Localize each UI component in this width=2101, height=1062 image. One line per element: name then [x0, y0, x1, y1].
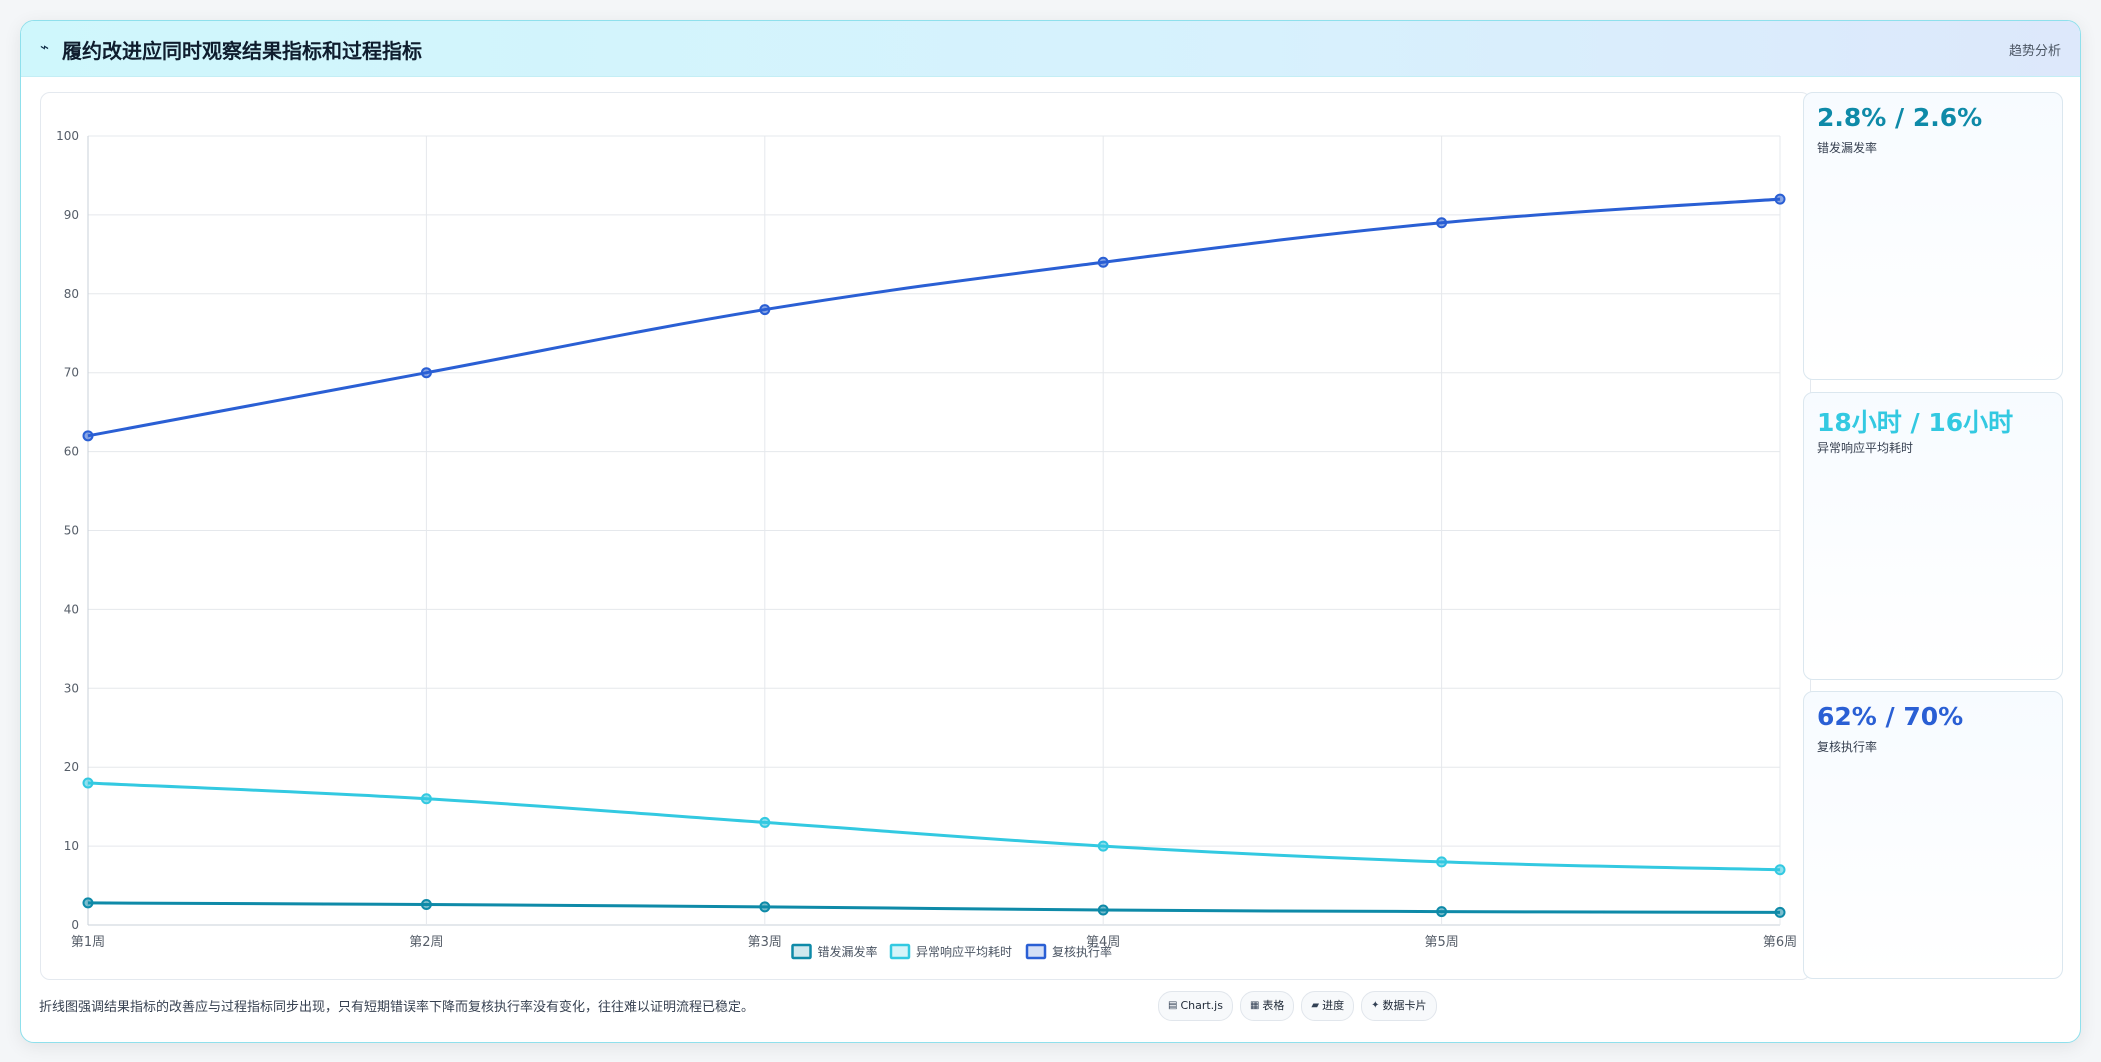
y-tick-label: 50	[64, 524, 79, 538]
data-point	[1774, 906, 1786, 918]
data-point	[420, 367, 432, 379]
progress-icon: ▰	[1311, 1000, 1320, 1011]
chip-label: Chart.js	[1180, 999, 1223, 1012]
kpi-card-response-time: 18小时 / 16小时 异常响应平均耗时	[1803, 392, 2063, 680]
chart-note: 折线图强调结果指标的改善应与过程指标同步出现，只有短期错误率下降而复核执行率没有…	[39, 1000, 755, 1015]
y-tick-label: 90	[64, 208, 79, 222]
data-point	[82, 430, 94, 442]
y-tick-label: 0	[71, 918, 79, 932]
series-line-3	[87, 197, 1781, 438]
kpi-card-error-rate: 2.8% / 2.6% 错发漏发率	[1803, 92, 2063, 380]
data-point	[1097, 904, 1109, 916]
data-point	[759, 304, 771, 316]
data-point	[82, 897, 94, 909]
chip-data-card[interactable]: ✦ 数据卡片	[1361, 991, 1437, 1021]
data-point	[1774, 193, 1786, 205]
data-point	[82, 777, 94, 789]
table-icon: ▦	[1249, 1000, 1260, 1011]
kpi-value: 18小时 / 16小时	[1817, 408, 2014, 437]
chip-label: 数据卡片	[1382, 999, 1427, 1012]
chart-icon: ▤	[1168, 1000, 1178, 1011]
data-point	[1774, 864, 1786, 876]
y-tick-label: 40	[64, 602, 79, 616]
trend-icon: ⌁	[40, 38, 50, 56]
data-point	[759, 901, 771, 913]
data-point	[1097, 256, 1109, 268]
x-tick-label: 第5周	[1424, 935, 1458, 950]
y-tick-label: 100	[56, 129, 79, 143]
data-point	[1436, 906, 1448, 918]
kpi-label: 异常响应平均耗时	[1817, 441, 1914, 455]
x-tick-label: 第3周	[748, 935, 782, 950]
y-tick-label: 20	[64, 760, 79, 774]
y-tick-label: 10	[64, 839, 79, 853]
y-tick-label: 60	[64, 445, 79, 459]
chip-table[interactable]: ▦ 表格	[1239, 991, 1295, 1021]
chip-label: 进度	[1322, 999, 1345, 1012]
chip-chartjs[interactable]: ▤ Chart.js	[1158, 991, 1233, 1021]
legend-label: 复核执行率	[1052, 944, 1112, 959]
dashboard-panel: ⌁ 履约改进应同时观察结果指标和过程指标 趋势分析 0 10 20 30 40 50 60 7…	[20, 20, 2081, 1043]
chip-progress[interactable]: ▰ 进度	[1301, 991, 1355, 1021]
data-point	[759, 816, 771, 828]
y-tick-label: 70	[64, 366, 79, 380]
x-tick-label: 第1周	[71, 935, 105, 950]
kpi-value: 62% / 70%	[1817, 702, 1964, 731]
page-title: 履约改进应同时观察结果指标和过程指标	[62, 39, 422, 63]
line-chart: 0 10 20 30 40 50 60 70 80 90 100 第1周 第2周 第3周 第4周 第5周 第6周…	[56, 129, 1797, 960]
x-tick-label: 第2周	[409, 935, 443, 950]
panel-header: ⌁ 履约改进应同时观察结果指标和过程指标 趋势分析	[21, 21, 2080, 77]
chart-card: 0 10 20 30 40 50 60 70 80 90 100 第1周 第2周 第3周 第4周 第5周 第6周…	[40, 92, 1811, 980]
legend-label: 错发漏发率	[818, 944, 878, 959]
section-tag: 趋势分析	[2008, 44, 2061, 59]
kpi-label: 错发漏发率	[1817, 141, 1878, 155]
legend-label: 异常响应平均耗时	[916, 944, 1012, 959]
card-icon: ✦	[1371, 1000, 1380, 1011]
data-point	[1436, 217, 1448, 229]
data-point	[420, 793, 432, 805]
kpi-value: 2.8% / 2.6%	[1817, 103, 1983, 132]
feature-chips: ▤ Chart.js ▦ 表格 ▰ 进度 ✦ 数据卡片	[1158, 991, 1437, 1021]
series-line-2	[87, 781, 1781, 872]
y-tick-label: 30	[64, 681, 79, 695]
legend-swatch	[889, 943, 911, 960]
legend-swatch	[1025, 943, 1047, 960]
legend-swatch	[791, 943, 812, 960]
x-tick-label: 第6周	[1763, 935, 1797, 950]
data-point	[1436, 856, 1448, 868]
x-tick-label: 第4周	[1086, 935, 1120, 950]
series-line-1	[87, 901, 1781, 914]
data-point	[1097, 840, 1109, 852]
data-point	[420, 898, 432, 910]
kpi-label: 复核执行率	[1817, 740, 1878, 754]
chip-label: 表格	[1262, 999, 1285, 1012]
y-tick-label: 80	[64, 287, 79, 301]
kpi-card-review-rate: 62% / 70% 复核执行率	[1803, 691, 2063, 979]
